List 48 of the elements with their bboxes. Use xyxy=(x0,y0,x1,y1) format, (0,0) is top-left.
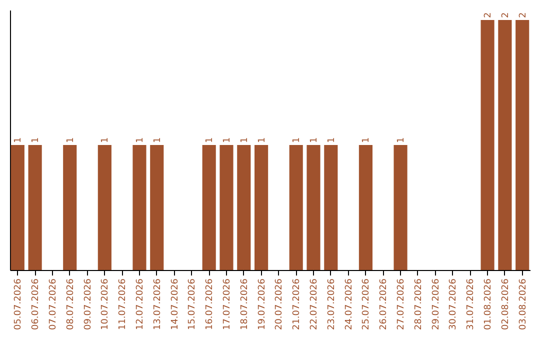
x-tick-label: 12.07.2026 xyxy=(135,278,146,330)
x-tick-label: 15.07.2026 xyxy=(188,278,198,330)
x-tick-label: 18.07.2026 xyxy=(240,278,250,330)
x-tick-label: 31.07.2026 xyxy=(466,278,476,330)
x-tick-label: 10.07.2026 xyxy=(100,278,111,330)
data-label: 1 xyxy=(310,137,320,143)
data-label: 2 xyxy=(518,12,528,18)
x-tick-label: 29.07.2026 xyxy=(431,278,442,330)
x-tick-label: 21.07.2026 xyxy=(292,278,302,330)
x-tick-label: 22.07.2026 xyxy=(310,278,320,330)
data-label: 1 xyxy=(326,137,337,143)
x-tick-label: 11.07.2026 xyxy=(118,278,128,330)
data-label: 1 xyxy=(14,137,24,143)
x-tick-label: 17.07.2026 xyxy=(222,278,232,330)
data-label: 1 xyxy=(222,137,232,143)
data-label: 1 xyxy=(240,137,250,143)
data-label: 2 xyxy=(500,12,511,18)
x-tick-label: 20.07.2026 xyxy=(274,278,285,330)
x-tick-label: 16.07.2026 xyxy=(205,278,216,330)
x-tick-label: 02.08.2026 xyxy=(500,278,511,330)
data-label: 1 xyxy=(396,137,407,143)
x-tick-label: 19.07.2026 xyxy=(257,278,268,330)
x-tick-label: 26.07.2026 xyxy=(379,278,390,330)
x-tick-label: 27.07.2026 xyxy=(396,278,407,330)
x-tick-label: 01.08.2026 xyxy=(484,278,494,330)
data-label: 1 xyxy=(257,137,268,143)
x-tick-label: 14.07.2026 xyxy=(170,278,180,330)
x-tick-label: 28.07.2026 xyxy=(414,278,424,330)
x-tick-label: 25.07.2026 xyxy=(362,278,372,330)
x-tick-label: 13.07.2026 xyxy=(152,278,163,330)
data-label: 1 xyxy=(152,137,163,143)
data-label: 1 xyxy=(135,137,146,143)
x-tick-label: 24.07.2026 xyxy=(344,278,354,330)
x-tick-label: 30.07.2026 xyxy=(448,278,459,330)
x-tick-label: 05.07.2026 xyxy=(14,278,24,330)
data-label: 2 xyxy=(484,12,494,18)
x-tick-label: 09.07.2026 xyxy=(83,278,94,330)
x-tick-label: 08.07.2026 xyxy=(66,278,76,330)
x-tick-label: 23.07.2026 xyxy=(326,278,337,330)
x-tick-label: 06.07.2026 xyxy=(31,278,42,330)
data-label: 1 xyxy=(362,137,372,143)
data-label: 1 xyxy=(66,137,76,143)
data-label: 1 xyxy=(100,137,111,143)
data-label: 1 xyxy=(31,137,42,143)
data-label: 1 xyxy=(205,137,216,143)
data-label: 1 xyxy=(292,137,302,143)
x-tick-label: 03.08.2026 xyxy=(518,278,528,330)
x-tick-label: 07.07.2026 xyxy=(48,278,58,330)
